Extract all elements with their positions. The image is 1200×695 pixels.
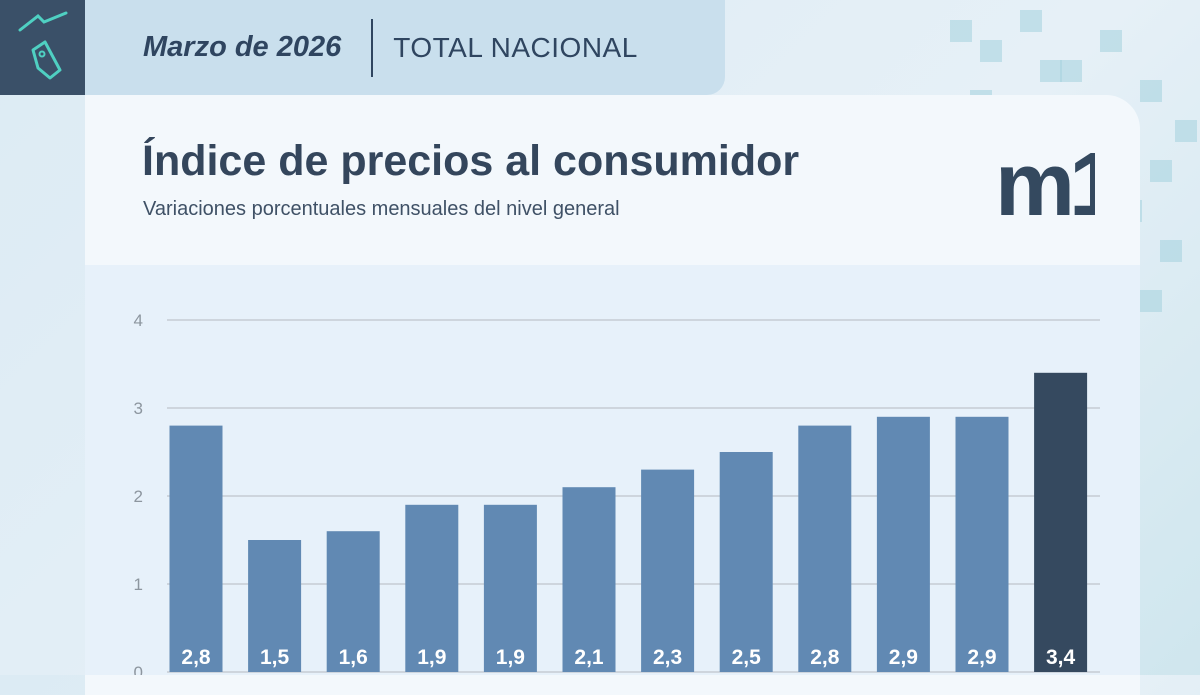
chart-subtitle: Variaciones porcentuales mensuales del n… [143,198,620,220]
bar-value-label: 1,9 [496,646,525,669]
bar-value-label: 1,5 [260,646,290,669]
bar [798,425,852,672]
bar-value-label: 3,4 [1046,646,1076,669]
bar [955,416,1009,672]
bar-value-label: 2,3 [653,646,682,669]
bar [719,452,773,672]
bar [876,416,930,672]
bar [1034,372,1088,672]
bar [405,504,459,672]
bar-value-label: 1,9 [417,646,446,669]
bar [562,487,616,672]
bar-value-label: 1,6 [339,646,368,669]
bar [169,425,223,672]
chart-title: Índice de precios al consumidor [142,137,800,185]
bar [483,504,537,672]
y-tick-label: 0 [134,663,143,675]
bar-value-label: 2,5 [732,646,762,669]
y-tick-label: 2 [134,487,143,506]
price-tag-trend-icon [0,0,85,95]
y-tick-label: 4 [134,311,143,330]
bar-value-label: 2,8 [810,646,840,669]
bar [248,540,302,672]
bar-value-label: 2,1 [574,646,604,669]
bar [641,469,695,672]
divider [371,18,374,77]
bar-chart: 0 1 2 3 4 2,8 1,5 1,6 1,9 1,9 2,1 2,3 2,5 2,8 2,9 2,9 3,… [134,311,1100,675]
y-tick-label: 3 [134,399,143,418]
bar-value-label: 2,9 [889,646,918,669]
region-label: TOTAL NACIONAL [393,31,638,63]
y-tick-label: 1 [134,575,143,594]
bar-value-label: 2,8 [181,646,211,669]
bar-value-label: 2,9 [967,646,996,669]
period-label: Marzo de 2026 [143,31,342,63]
header-bar: Marzo de 2026 TOTAL NACIONAL [85,0,725,95]
bar [326,531,380,672]
